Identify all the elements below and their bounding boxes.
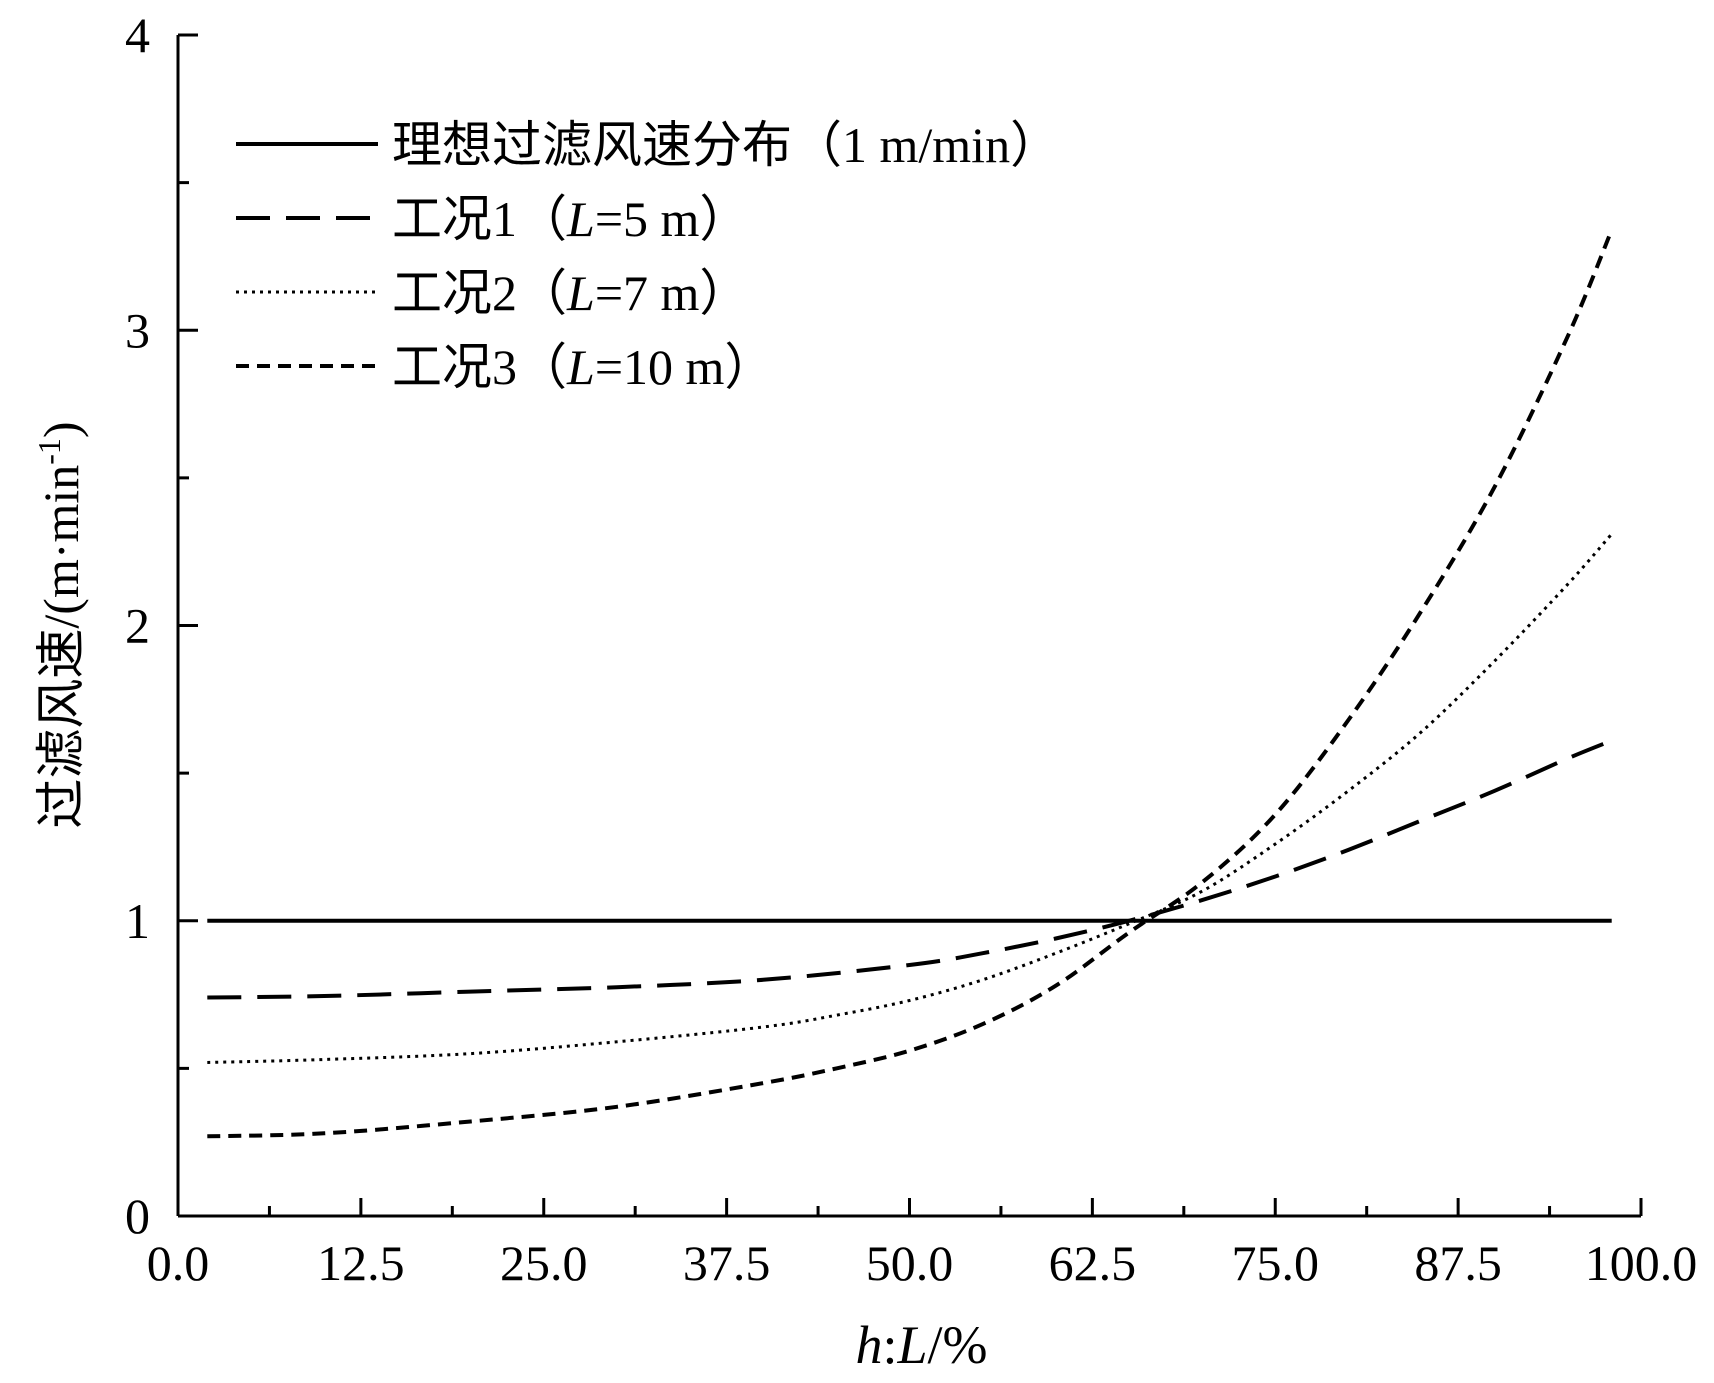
y-tick-label: 2 — [125, 598, 150, 654]
x-tick-label: 25.0 — [500, 1235, 588, 1291]
x-tick-label: 87.5 — [1414, 1235, 1502, 1291]
x-axis-label-unit: /% — [928, 1315, 988, 1375]
legend-label-text: 工况2（ — [392, 265, 567, 321]
x-tick-label: 0.0 — [147, 1235, 210, 1291]
legend-label-2: 工况1（L=5 m） — [392, 191, 749, 247]
x-tick-label: 62.5 — [1049, 1235, 1137, 1291]
y-axis-label: 过滤风速/(m·min-1) — [31, 421, 89, 828]
legend-label-italic: L — [566, 191, 595, 247]
y-tick-label: 3 — [125, 302, 150, 358]
x-tick-label: 12.5 — [317, 1235, 405, 1291]
series-line-2 — [207, 738, 1613, 1000]
legend-label-italic: L — [566, 339, 595, 395]
axes: 0.0 12.5 25.0 37.5 50.0 62.5 75.0 87.5 100.0 0 1 2 3… — [125, 7, 1697, 1291]
legend-label-text: =5 m） — [595, 191, 750, 247]
series-line-4 — [207, 229, 1614, 1139]
y-axis-label-close: ) — [33, 421, 89, 438]
y-tick-label: 1 — [125, 893, 150, 949]
legend-label-text: 理想过滤风速分布（1 m/min） — [392, 117, 1060, 173]
x-axis-label-h: h — [855, 1315, 882, 1375]
legend-label-1: 理想过滤风速分布（1 m/min） — [392, 117, 1060, 173]
x-tick-label: 100.0 — [1585, 1235, 1698, 1291]
y-axis-label-sup: -1 — [31, 438, 67, 465]
x-tick-label: 37.5 — [683, 1235, 771, 1291]
legend-label-4: 工况3（L=10 m） — [392, 339, 774, 395]
legend-label-3: 工况2（L=7 m） — [392, 265, 749, 321]
legend: 理想过滤风速分布（1 m/min）工况1（L=5 m）工况2（L=7 m）工况3… — [236, 117, 1060, 395]
x-axis-label-colon: : — [882, 1315, 897, 1375]
x-axis-label: h:L/% — [855, 1315, 987, 1375]
series-layer — [207, 229, 1614, 1139]
series-line-3 — [207, 533, 1613, 1064]
x-axis-label-L: L — [896, 1315, 927, 1375]
y-tick-label: 4 — [125, 7, 150, 63]
legend-label-text: =7 m） — [595, 265, 750, 321]
legend-label-text: =10 m） — [595, 339, 775, 395]
y-tick-label: 0 — [125, 1188, 150, 1244]
legend-label-text: 工况3（ — [392, 339, 567, 395]
legend-label-text: 工况1（ — [392, 191, 567, 247]
y-axis-label-main: 过滤风速/(m·min — [33, 465, 89, 829]
axis-labels: h:L/% 过滤风速/(m·min-1) — [31, 421, 988, 1375]
x-tick-label: 50.0 — [866, 1235, 954, 1291]
x-tick-label: 75.0 — [1232, 1235, 1320, 1291]
legend-label-italic: L — [566, 265, 595, 321]
